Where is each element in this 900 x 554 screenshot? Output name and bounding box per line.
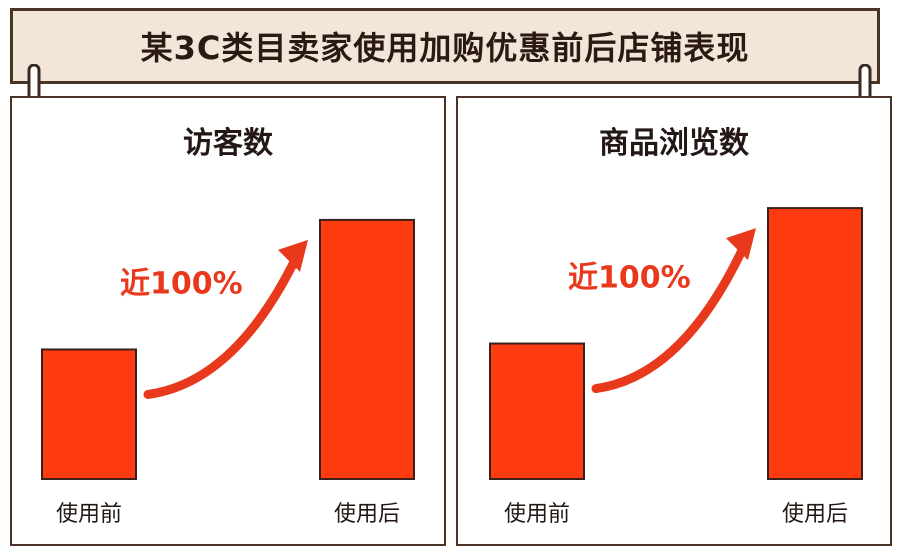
category-label: 使用后 bbox=[334, 502, 400, 527]
growth-arrowhead bbox=[726, 228, 756, 261]
title-banner: 某3C类目卖家使用加购优惠前后店铺表现 bbox=[10, 8, 880, 84]
category-label: 使用前 bbox=[56, 502, 122, 527]
growth-annotation: 近100% bbox=[568, 261, 691, 296]
growth-annotation: 近100% bbox=[120, 266, 243, 301]
growth-arrow bbox=[591, 241, 749, 394]
category-label: 使用后 bbox=[782, 502, 848, 527]
bar bbox=[767, 207, 863, 480]
chart-title: 商品浏览数 bbox=[599, 126, 749, 161]
category-label: 使用前 bbox=[504, 502, 570, 527]
chart-visitors: 使用前 使用后 近100% bbox=[41, 218, 415, 527]
chart-panel-visitors: 访客数 使用前 使用后 近100% bbox=[10, 96, 446, 546]
chart-title: 访客数 bbox=[183, 126, 273, 161]
chart-product-views: 使用前 使用后 近100% bbox=[489, 207, 863, 527]
bar bbox=[41, 348, 137, 480]
bar bbox=[319, 218, 415, 480]
growth-arrow bbox=[143, 253, 301, 399]
chart-panel-product-views: 商品浏览数 使用前 使用后 近100% bbox=[456, 96, 892, 546]
growth-arrowhead bbox=[278, 239, 308, 272]
bar bbox=[489, 342, 585, 480]
page-title: 某3C类目卖家使用加购优惠前后店铺表现 bbox=[140, 29, 750, 67]
